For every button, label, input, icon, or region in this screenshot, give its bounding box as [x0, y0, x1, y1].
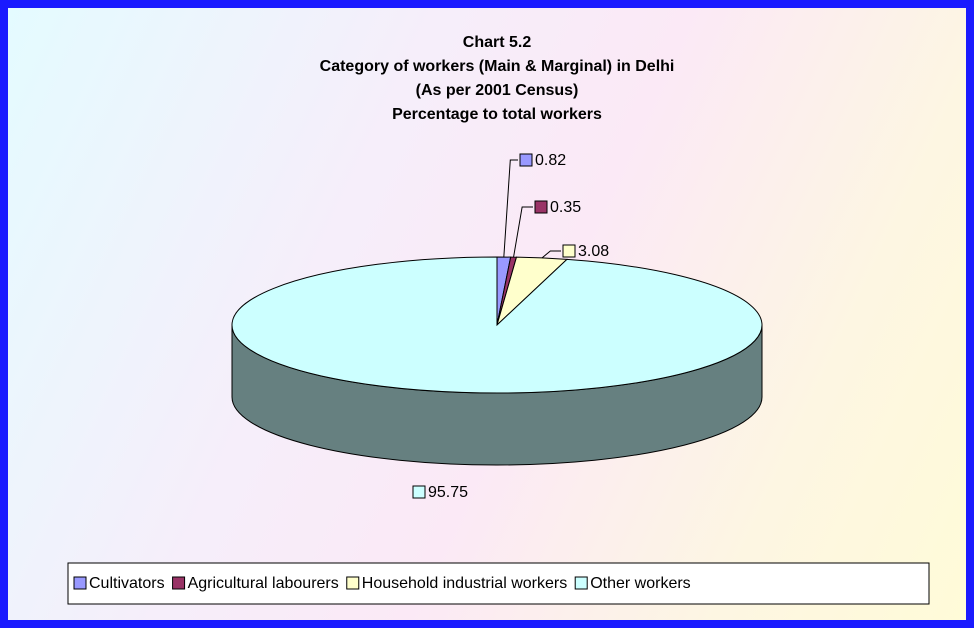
leader-line: [503, 159, 518, 258]
legend-swatch: [346, 576, 360, 590]
legend-label: Agricultural labourers: [188, 575, 339, 592]
legend-label: Household industrial workers: [362, 575, 567, 592]
leader-line: [513, 206, 533, 258]
legend-box: [67, 562, 930, 605]
legend-swatch: [574, 576, 588, 590]
label-key: [534, 200, 548, 214]
chart-title: Category of workers (Main & Marginal) in…: [320, 58, 675, 75]
chart-title: Chart 5.2: [463, 34, 532, 51]
slice: [231, 256, 763, 394]
data-label: 0.35: [550, 199, 581, 216]
leader-line: [541, 250, 561, 259]
data-label: 3.08: [578, 243, 609, 260]
legend-label: Other workers: [590, 575, 690, 592]
legend-label: Cultivators: [89, 575, 165, 592]
label-key: [562, 244, 576, 258]
label-key: [519, 153, 533, 167]
label-key: [412, 485, 426, 499]
legend-swatch: [172, 576, 186, 590]
data-label: 95.75: [428, 484, 468, 501]
data-label: 0.82: [535, 152, 566, 169]
chart-title: (As per 2001 Census): [416, 82, 579, 99]
legend-swatch: [73, 576, 87, 590]
chart-title: Percentage to total workers: [392, 106, 602, 123]
